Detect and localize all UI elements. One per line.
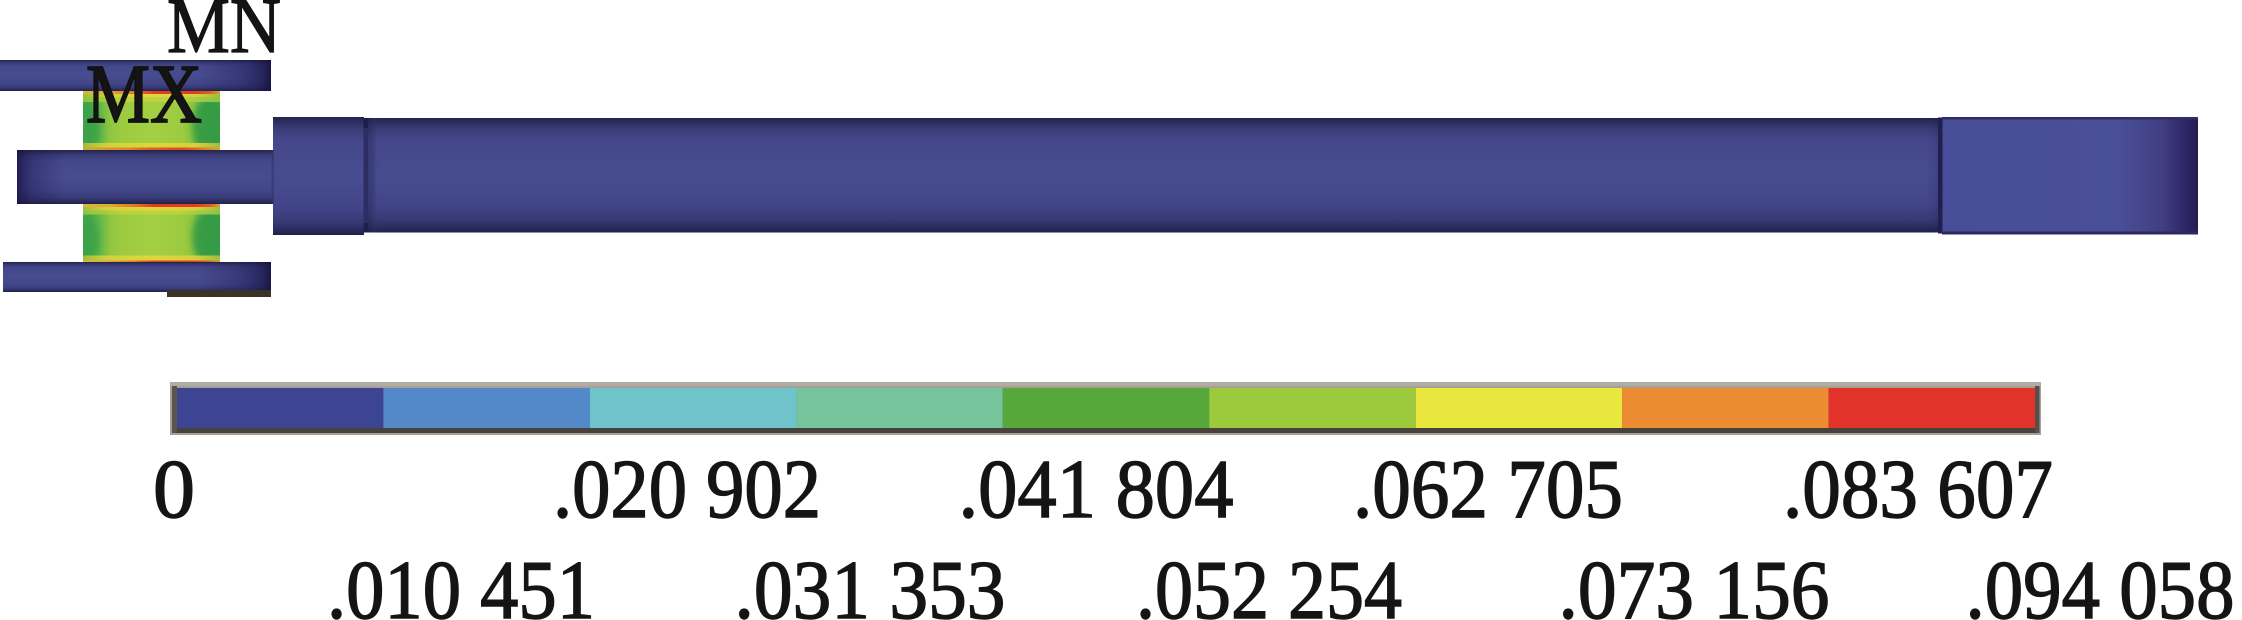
svg-text:.073 156: .073 156 xyxy=(1559,544,1830,620)
svg-text:.031 353: .031 353 xyxy=(735,544,1006,620)
svg-text:.041 804: .041 804 xyxy=(959,443,1234,536)
svg-text:.052 254: .052 254 xyxy=(1136,544,1402,620)
svg-text:.062 705: .062 705 xyxy=(1353,443,1623,536)
svg-text:0: 0 xyxy=(153,443,195,536)
svg-text:.020 902: .020 902 xyxy=(553,443,821,536)
svg-text:.083 607: .083 607 xyxy=(1783,443,2053,536)
svg-text:.094 058: .094 058 xyxy=(1966,544,2235,620)
svg-text:MN: MN xyxy=(167,0,281,69)
svg-text:.010 451: .010 451 xyxy=(327,544,595,620)
svg-text:MX: MX xyxy=(86,48,202,141)
